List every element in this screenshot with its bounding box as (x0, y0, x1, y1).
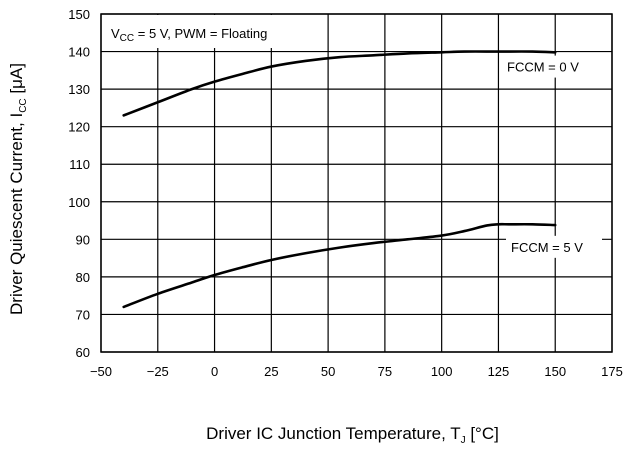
y-tick-label: 130 (68, 82, 90, 97)
x-tick-label: 125 (488, 364, 510, 379)
x-axis-label-subscript: J (461, 435, 466, 446)
condition-box-background (102, 15, 316, 48)
y-tick-label: 80 (76, 270, 90, 285)
y-tick-label: 100 (68, 195, 90, 210)
y-tick-label: 140 (68, 45, 90, 60)
y-axis-label: Driver Quiescent Current, ICC [μA] (7, 63, 29, 315)
x-tick-label: 25 (264, 364, 278, 379)
series-group (122, 50, 557, 309)
x-tick-label: 0 (211, 364, 218, 379)
x-axis-label-main: Driver IC Junction Temperature, T (206, 424, 460, 443)
condition-annotation: VCC = 5 V, PWM = Floating (111, 26, 267, 44)
y-tick-label: 120 (68, 120, 90, 135)
x-tick-label: 150 (544, 364, 566, 379)
condition-v-subscript: CC (120, 33, 134, 44)
x-tick-label: 100 (431, 364, 453, 379)
y-tick-label: 70 (76, 307, 90, 322)
x-tick-labels: −50 −25 0 25 50 75 100 125 150 175 (90, 364, 623, 379)
x-tick-label: 75 (378, 364, 392, 379)
series-line-1 (122, 222, 557, 309)
y-tick-label: 150 (68, 7, 90, 22)
series-label-background-fccm-5v (506, 235, 602, 258)
y-tick-label: 110 (69, 157, 90, 172)
condition-v: V (111, 26, 120, 41)
y-tick-label: 90 (76, 232, 90, 247)
x-tick-label: 50 (321, 364, 335, 379)
y-tick-label: 60 (76, 345, 90, 360)
y-tick-labels: 60 70 80 90 100 110 120 130 140 150 (68, 7, 90, 360)
y-axis-label-subscript: CC (18, 98, 29, 112)
series-label-fccm-5v: FCCM = 5 V (511, 240, 583, 255)
y-axis-label-unit: [μA] (7, 63, 26, 98)
series-line-0 (122, 50, 557, 117)
condition-rest: = 5 V, PWM = Floating (134, 26, 267, 41)
x-tick-label: −50 (90, 364, 112, 379)
y-axis-label-main: Driver Quiescent Current, I (7, 113, 26, 315)
x-tick-label: 175 (601, 364, 623, 379)
series-label-fccm-0v: FCCM = 0 V (507, 60, 579, 75)
x-axis-label: Driver IC Junction Temperature, TJ [°C] (206, 424, 499, 446)
x-axis-label-unit: [°C] (466, 424, 499, 443)
plot-frame (100, 13, 613, 353)
series-label-background-fccm-0v (502, 55, 602, 78)
x-tick-label: −25 (147, 364, 169, 379)
